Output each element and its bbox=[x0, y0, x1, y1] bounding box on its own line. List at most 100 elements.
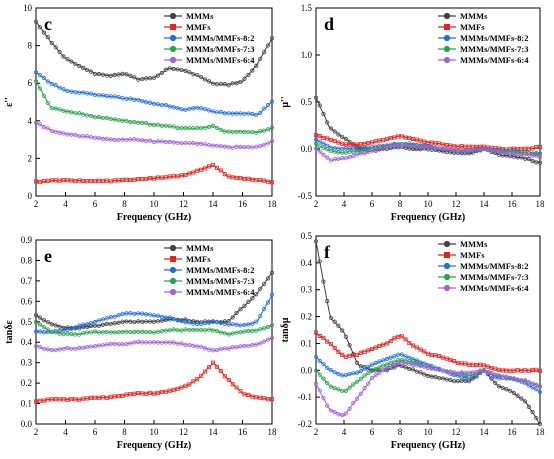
data-point bbox=[140, 329, 145, 334]
data-point bbox=[340, 134, 345, 139]
data-point bbox=[250, 177, 255, 182]
data-point bbox=[373, 373, 378, 378]
x-tick-label: 10 bbox=[150, 427, 160, 437]
data-point bbox=[358, 148, 363, 154]
data-point bbox=[242, 176, 247, 181]
data-point bbox=[85, 179, 90, 184]
data-point bbox=[392, 135, 397, 140]
data-point bbox=[69, 332, 74, 337]
data-point bbox=[230, 145, 235, 150]
data-point bbox=[147, 138, 153, 143]
data-point bbox=[347, 154, 352, 160]
data-point bbox=[258, 327, 263, 332]
data-point bbox=[187, 171, 192, 176]
data-point bbox=[354, 370, 360, 375]
data-point bbox=[407, 361, 412, 366]
data-point bbox=[328, 158, 334, 163]
panel-letter: c bbox=[44, 14, 52, 34]
data-point bbox=[203, 166, 208, 171]
data-point bbox=[534, 367, 539, 372]
data-point bbox=[362, 366, 367, 371]
data-point bbox=[93, 395, 98, 400]
data-point bbox=[191, 72, 196, 77]
data-point bbox=[65, 345, 70, 351]
data-point bbox=[369, 375, 375, 381]
data-point bbox=[140, 177, 145, 182]
data-point bbox=[179, 140, 184, 146]
data-point bbox=[534, 387, 539, 392]
data-point bbox=[238, 129, 243, 134]
data-point bbox=[526, 146, 531, 151]
series-line-2 bbox=[315, 332, 540, 372]
data-point bbox=[214, 110, 220, 115]
x-tick-label: 6 bbox=[93, 427, 98, 437]
panel-e: 2 4 6 8 10 12 14 16 18 0.0 0.1 0.2 0.3 0.4 0.5 0.6 0.7 0.… bbox=[4, 235, 277, 451]
data-point bbox=[351, 353, 356, 358]
data-point bbox=[104, 321, 109, 327]
y-tick-label: 0.3 bbox=[21, 358, 33, 368]
data-point bbox=[155, 319, 161, 324]
data-point bbox=[246, 111, 251, 116]
data-point bbox=[410, 367, 416, 372]
legend-marker bbox=[170, 256, 176, 262]
data-point bbox=[214, 143, 220, 148]
data-point bbox=[414, 345, 419, 350]
data-point bbox=[258, 110, 263, 115]
data-point bbox=[45, 320, 50, 325]
legend-marker bbox=[169, 34, 177, 42]
data-point bbox=[511, 376, 516, 381]
data-point bbox=[336, 387, 341, 392]
data-point bbox=[179, 318, 184, 324]
data-point bbox=[210, 348, 216, 353]
legend-label: MMFs bbox=[460, 22, 485, 32]
data-point bbox=[85, 324, 90, 330]
data-point bbox=[347, 139, 352, 145]
data-point bbox=[250, 145, 255, 150]
data-point bbox=[96, 323, 102, 328]
data-point bbox=[100, 115, 105, 121]
data-point bbox=[478, 147, 483, 152]
data-point bbox=[171, 387, 176, 392]
y-tick-label: 4 bbox=[28, 116, 33, 126]
data-point bbox=[144, 176, 149, 181]
data-point bbox=[81, 90, 86, 95]
data-point bbox=[112, 330, 117, 335]
data-point bbox=[429, 353, 434, 358]
data-point bbox=[41, 125, 46, 130]
data-point bbox=[81, 178, 86, 183]
data-point bbox=[100, 343, 105, 348]
data-point bbox=[218, 330, 223, 335]
data-point bbox=[203, 125, 208, 130]
legend-marker bbox=[443, 45, 451, 53]
data-point bbox=[69, 89, 74, 94]
x-axis-title: Frequency (GHz) bbox=[391, 440, 466, 451]
x-tick-label: 14 bbox=[209, 199, 219, 209]
data-point bbox=[132, 177, 137, 182]
data-point bbox=[429, 140, 434, 145]
legend-label: MMMs bbox=[186, 243, 214, 253]
y-axis-title: μ'' bbox=[280, 96, 291, 107]
data-point bbox=[112, 137, 117, 143]
data-point bbox=[69, 178, 74, 183]
data-point bbox=[373, 360, 378, 366]
y-tick-label: 0.7 bbox=[21, 276, 33, 286]
data-point bbox=[418, 347, 423, 352]
y-tick-label: 0.1 bbox=[301, 338, 312, 348]
data-point bbox=[171, 327, 176, 332]
data-point bbox=[530, 381, 535, 386]
data-point bbox=[504, 368, 509, 373]
x-tick-label: 2 bbox=[314, 199, 319, 209]
data-point bbox=[269, 335, 275, 341]
data-point bbox=[313, 381, 319, 387]
data-point bbox=[41, 325, 46, 330]
legend-marker bbox=[169, 266, 177, 274]
data-point bbox=[489, 376, 494, 381]
data-point bbox=[313, 146, 319, 151]
data-point bbox=[96, 178, 101, 183]
data-point bbox=[175, 318, 180, 323]
data-point bbox=[73, 346, 78, 351]
data-point bbox=[104, 395, 109, 400]
data-point bbox=[163, 139, 168, 144]
data-point bbox=[92, 92, 98, 98]
legend-marker bbox=[443, 262, 451, 270]
